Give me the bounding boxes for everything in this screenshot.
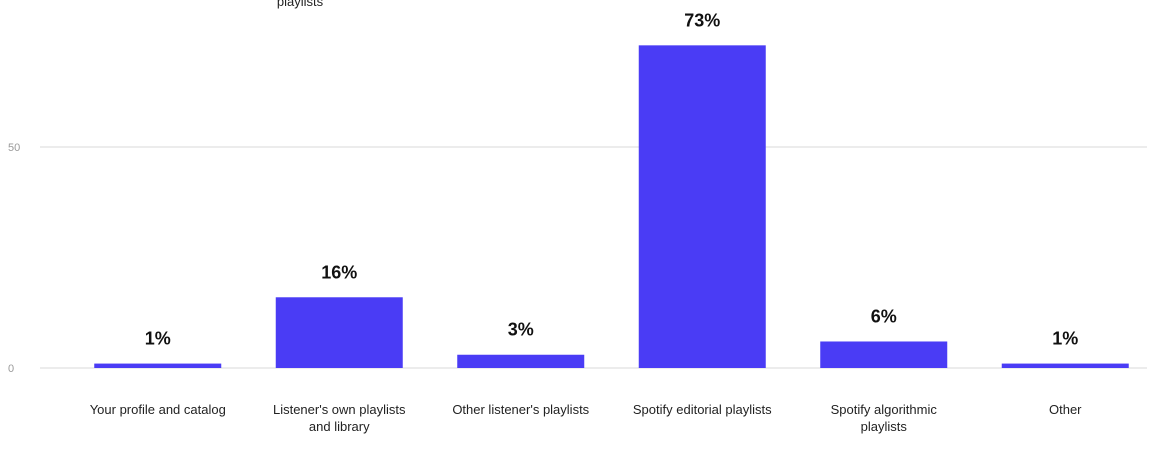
- y-tick-label-0: 0: [8, 363, 14, 375]
- bar-3: [638, 45, 766, 369]
- category-label-4: Spotify algorithmic playlists: [830, 402, 937, 434]
- bar-1: [275, 297, 403, 368]
- bar-4: [820, 341, 948, 368]
- category-label-5: Other: [1048, 402, 1082, 417]
- category-label-0: Your profile and catalog: [89, 402, 226, 417]
- bar-0: [94, 363, 222, 368]
- bar-5: [1001, 363, 1129, 368]
- data-label-4: 6%: [871, 306, 897, 326]
- category-label-3: Spotify editorial playlists: [632, 402, 772, 417]
- data-label-3: 73%: [684, 10, 720, 30]
- bar-2: [457, 354, 585, 368]
- partial-top-label: playlists: [276, 0, 324, 9]
- data-label-0: 1%: [145, 329, 171, 349]
- data-label-2: 3%: [508, 320, 534, 340]
- category-label-1: Listener's own playlists and library: [272, 402, 406, 434]
- category-label-2: Other listener's playlists: [452, 402, 590, 417]
- data-label-5: 1%: [1052, 329, 1078, 349]
- y-tick-label-50: 50: [8, 142, 20, 154]
- data-label-1: 16%: [321, 262, 357, 282]
